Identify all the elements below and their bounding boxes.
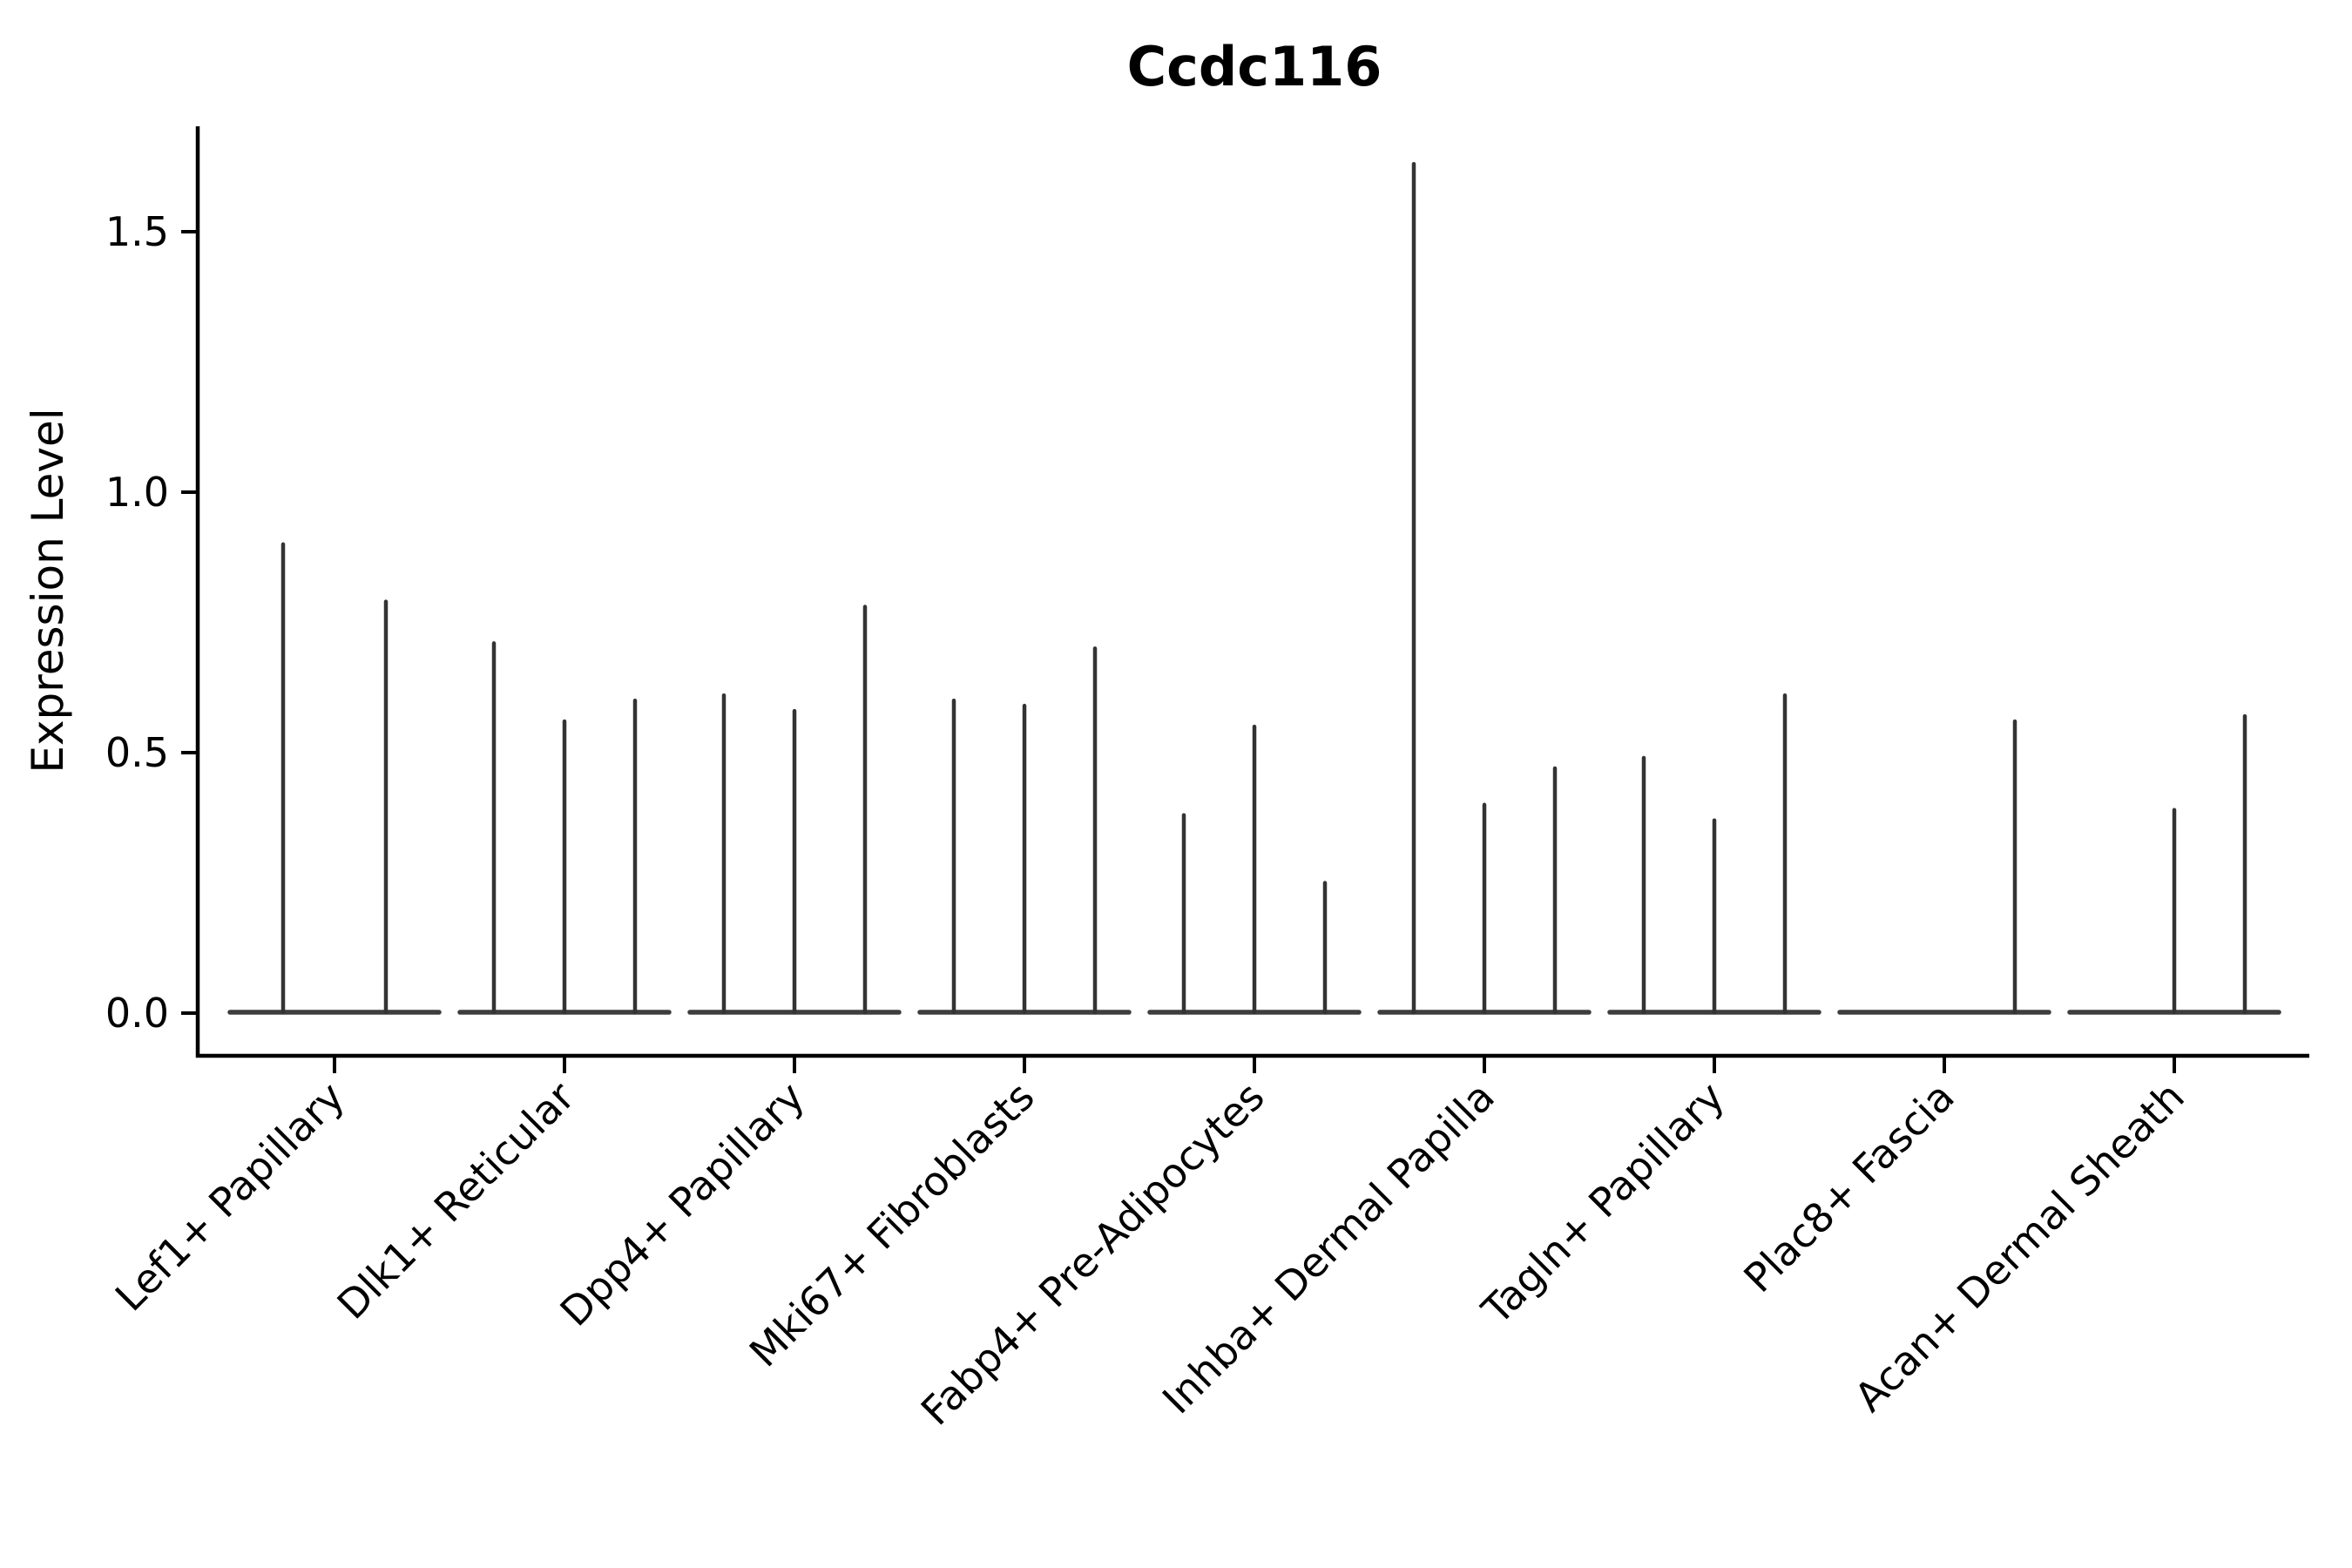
x-tick-label: Plac8+ Fascia	[1734, 1073, 1963, 1301]
x-tick-label: Lef1+ Papillary	[106, 1073, 354, 1321]
y-axis-label: Expression Level	[23, 408, 73, 773]
x-tick-label: Dpp4+ Papillary	[551, 1073, 814, 1335]
y-tick-label: 1.0	[105, 469, 169, 516]
y-tick-label: 0.5	[105, 729, 169, 776]
x-tick-label: Dlk1+ Reticular	[328, 1073, 584, 1328]
y-tick-label: 1.5	[105, 208, 169, 255]
chart-title: Ccdc116	[1127, 35, 1382, 98]
x-tick-label: Tagln+ Papillary	[1472, 1073, 1734, 1335]
y-tick-label: 0.0	[105, 990, 169, 1037]
